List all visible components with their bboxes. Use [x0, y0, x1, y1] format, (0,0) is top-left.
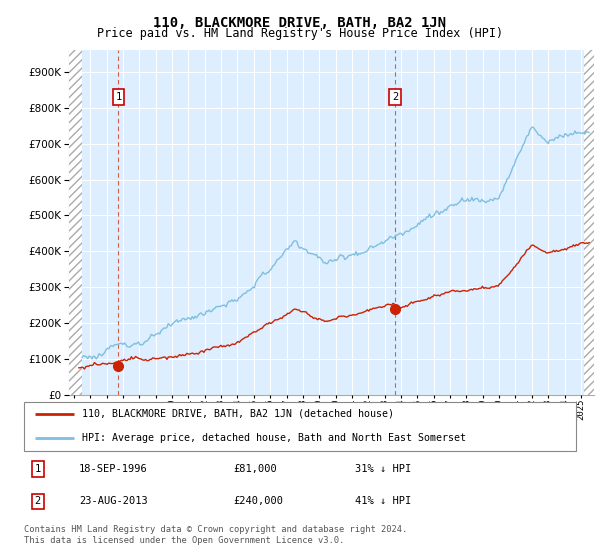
Text: 110, BLACKMORE DRIVE, BATH, BA2 1JN (detached house): 110, BLACKMORE DRIVE, BATH, BA2 1JN (det… [82, 409, 394, 419]
Bar [69, 50, 82, 395]
Text: 41% ↓ HPI: 41% ↓ HPI [355, 496, 412, 506]
Text: 18-SEP-1996: 18-SEP-1996 [79, 464, 148, 474]
Bar [584, 50, 594, 395]
Text: £240,000: £240,000 [234, 496, 284, 506]
Text: 110, BLACKMORE DRIVE, BATH, BA2 1JN: 110, BLACKMORE DRIVE, BATH, BA2 1JN [154, 16, 446, 30]
Text: 2: 2 [35, 496, 41, 506]
Text: 23-AUG-2013: 23-AUG-2013 [79, 496, 148, 506]
Text: £81,000: £81,000 [234, 464, 278, 474]
Text: Contains HM Land Registry data © Crown copyright and database right 2024.
This d: Contains HM Land Registry data © Crown c… [24, 525, 407, 545]
Text: 2: 2 [392, 92, 398, 102]
Text: 31% ↓ HPI: 31% ↓ HPI [355, 464, 412, 474]
Text: 1: 1 [115, 92, 122, 102]
Text: Price paid vs. HM Land Registry's House Price Index (HPI): Price paid vs. HM Land Registry's House … [97, 27, 503, 40]
Text: HPI: Average price, detached house, Bath and North East Somerset: HPI: Average price, detached house, Bath… [82, 433, 466, 444]
Text: 1: 1 [35, 464, 41, 474]
